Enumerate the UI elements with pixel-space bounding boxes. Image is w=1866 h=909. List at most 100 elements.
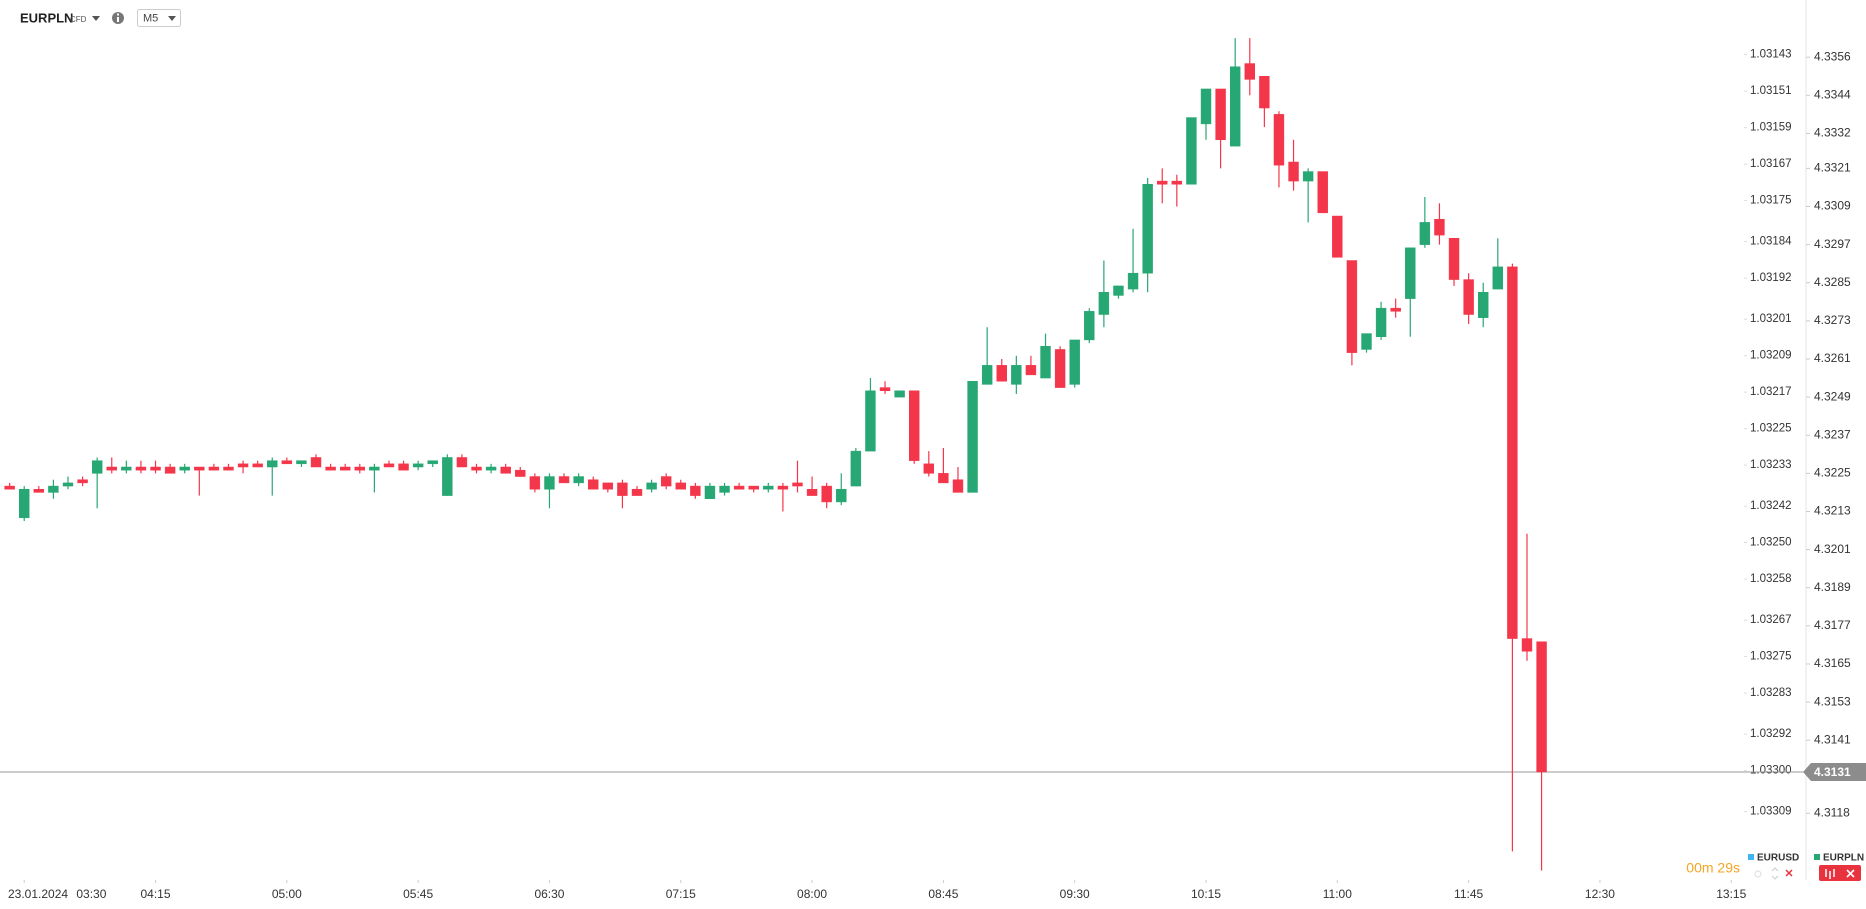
candle-body bbox=[836, 488, 847, 503]
candle bbox=[1332, 215, 1343, 258]
candle bbox=[1492, 238, 1504, 290]
y2-tick-label: 1.03209 bbox=[1750, 350, 1792, 362]
candle-body bbox=[588, 479, 599, 490]
candle-body bbox=[1142, 184, 1153, 274]
y-tick-label: 4.3237 bbox=[1814, 427, 1851, 441]
candle bbox=[952, 467, 964, 493]
candle bbox=[500, 463, 511, 474]
legend-label: EURUSD bbox=[1757, 853, 1799, 864]
candle-body bbox=[77, 479, 88, 484]
candle-body bbox=[660, 476, 672, 487]
x-tick-label: 07:15 bbox=[666, 887, 696, 901]
candle-body bbox=[1273, 114, 1285, 166]
legend-swatch bbox=[1748, 854, 1754, 860]
candle-body bbox=[179, 466, 190, 471]
candle-body bbox=[427, 460, 438, 465]
candle bbox=[1098, 260, 1110, 328]
y2-tick-label: 1.03143 bbox=[1750, 49, 1792, 61]
candle bbox=[660, 473, 672, 490]
y-tick-label: 4.3177 bbox=[1814, 618, 1851, 632]
candle bbox=[1361, 333, 1372, 353]
candle bbox=[310, 454, 322, 468]
candle-body bbox=[339, 466, 351, 471]
candle bbox=[719, 482, 730, 496]
candle bbox=[1127, 228, 1139, 293]
y2-tick-label: 1.03184 bbox=[1750, 236, 1792, 248]
candle-body bbox=[48, 485, 59, 493]
candle-body bbox=[1434, 218, 1445, 236]
candle bbox=[1069, 339, 1080, 388]
y-tick-label: 4.3261 bbox=[1814, 351, 1851, 365]
candle-body bbox=[1302, 171, 1314, 182]
candle-body bbox=[1186, 117, 1197, 185]
candle bbox=[1229, 38, 1241, 147]
candle-body bbox=[1011, 365, 1022, 385]
y2-tick-label: 1.03159 bbox=[1750, 122, 1792, 134]
candle bbox=[194, 466, 205, 496]
visibility-icon[interactable] bbox=[1754, 870, 1762, 878]
candle-body bbox=[1346, 260, 1358, 353]
x-tick-label: 06:30 bbox=[534, 887, 564, 901]
reorder-icon[interactable] bbox=[1771, 867, 1779, 880]
candle-body bbox=[1419, 222, 1431, 245]
candle-body bbox=[1040, 346, 1051, 379]
y-tick-label: 4.3249 bbox=[1814, 389, 1851, 403]
candle bbox=[1040, 333, 1051, 379]
candle bbox=[777, 482, 789, 512]
timeframe-dropdown[interactable] bbox=[168, 16, 176, 21]
symbol[interactable]: EURPLN bbox=[20, 10, 73, 25]
y-tick-label: 4.3309 bbox=[1814, 199, 1851, 213]
candle-body bbox=[617, 482, 628, 496]
candle bbox=[179, 463, 190, 474]
candle-body bbox=[733, 485, 745, 490]
candle bbox=[471, 463, 482, 474]
candle bbox=[208, 463, 220, 471]
y-tick-label: 4.3153 bbox=[1814, 694, 1851, 708]
candle-body bbox=[135, 466, 147, 471]
candle bbox=[485, 463, 497, 474]
candle-body bbox=[1317, 171, 1328, 214]
candle bbox=[4, 482, 15, 490]
candle bbox=[806, 476, 818, 496]
y-tick-label: 4.3273 bbox=[1814, 313, 1851, 327]
candle-body bbox=[1332, 215, 1343, 258]
y-tick-label: 4.3356 bbox=[1814, 49, 1851, 63]
candle bbox=[996, 358, 1007, 382]
candle bbox=[442, 454, 453, 496]
candle bbox=[515, 467, 526, 477]
candle bbox=[1346, 260, 1358, 366]
candle-body bbox=[281, 460, 293, 465]
candle-body bbox=[223, 466, 234, 471]
candle-body bbox=[471, 466, 482, 471]
candle bbox=[1244, 38, 1255, 96]
candle bbox=[588, 476, 599, 490]
y2-tick-label: 1.03267 bbox=[1750, 614, 1792, 626]
candle bbox=[1186, 117, 1197, 185]
y2-tick-label: 1.03242 bbox=[1750, 500, 1792, 512]
candle-body bbox=[894, 390, 905, 398]
y-tick-label: 4.3118 bbox=[1814, 805, 1850, 819]
y-tick-label: 4.3213 bbox=[1814, 504, 1851, 518]
y2-tick-label: 1.03201 bbox=[1750, 313, 1792, 325]
candle-body bbox=[1098, 292, 1110, 315]
symbol-dropdown[interactable] bbox=[92, 16, 100, 21]
candle-body bbox=[194, 466, 205, 471]
timeframe-box[interactable] bbox=[137, 9, 181, 27]
candle-body bbox=[1492, 266, 1504, 290]
candle bbox=[631, 486, 643, 496]
y2-tick-label: 1.03275 bbox=[1750, 651, 1792, 663]
x-tick-label: 13:15 bbox=[1716, 887, 1746, 901]
candle-body bbox=[296, 460, 307, 465]
candle bbox=[223, 463, 234, 471]
candle bbox=[398, 460, 409, 471]
candle bbox=[135, 460, 147, 474]
candle-icon bbox=[1825, 869, 1835, 879]
remove-icon[interactable] bbox=[1785, 869, 1793, 877]
candle bbox=[77, 476, 88, 487]
candle bbox=[1273, 111, 1285, 188]
candle-body bbox=[938, 473, 949, 484]
candle bbox=[339, 463, 351, 471]
candle-body bbox=[544, 476, 555, 490]
candle bbox=[1200, 88, 1212, 140]
